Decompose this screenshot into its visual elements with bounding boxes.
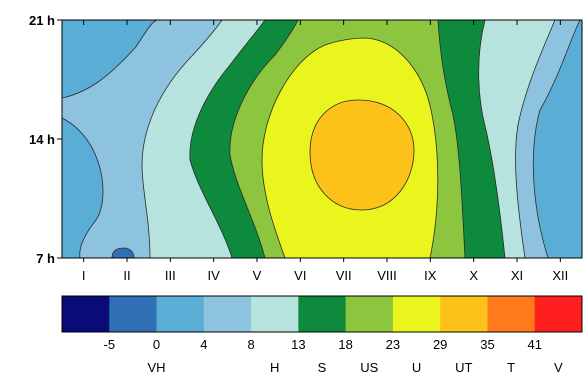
legend-category-label: T: [507, 360, 515, 372]
x-tick-label: II: [123, 268, 130, 283]
legend-category-label: V: [554, 360, 563, 372]
y-axis: 7 h 14 h 21 h: [29, 13, 62, 266]
x-tick-label: V: [253, 268, 262, 283]
legend-threshold-label: 8: [247, 337, 254, 352]
legend-swatch: [298, 296, 347, 332]
legend-threshold-label: 29: [433, 337, 447, 352]
legend-threshold-label: -5: [103, 337, 115, 352]
legend-swatch: [440, 296, 488, 332]
legend-category-label: US: [360, 360, 378, 372]
legend-category-label: H: [270, 360, 279, 372]
legend-swatch: [62, 296, 110, 332]
legend-swatch: [251, 296, 299, 332]
y-tick-label: 14 h: [29, 132, 55, 147]
legend-swatch: [534, 296, 583, 332]
contour-plot-area: [62, 20, 582, 258]
legend-swatch: [203, 296, 252, 332]
contour-band-minus5-0: [111, 247, 135, 258]
legend-category-label: VH: [148, 360, 166, 372]
x-tick-label: X: [469, 268, 478, 283]
legend-threshold-label: 35: [480, 337, 494, 352]
legend-swatch: [345, 296, 394, 332]
x-tick-label: XII: [552, 268, 568, 283]
legend-category-label: UT: [455, 360, 472, 372]
x-tick-label: IX: [424, 268, 437, 283]
y-tick-label: 21 h: [29, 13, 55, 28]
x-tick-label: I: [82, 268, 86, 283]
color-legend: -5048131823293541VHHSUSUUTTVVV: [61, 295, 583, 372]
y-tick-label: 7 h: [36, 251, 55, 266]
legend-threshold-label: 13: [291, 337, 305, 352]
legend-threshold-label: 18: [338, 337, 352, 352]
legend-swatch: [392, 296, 441, 332]
legend-frame: [61, 295, 583, 333]
contour-band-29-35: [309, 99, 415, 211]
x-tick-label: VIII: [377, 268, 397, 283]
x-tick-label: IV: [208, 268, 221, 283]
legend-swatch: [487, 296, 536, 332]
legend-swatch: [109, 296, 158, 332]
x-axis: I II III IV V VI VII VIII IX X XI XII: [82, 20, 568, 283]
legend-category-label: U: [412, 360, 421, 372]
x-tick-label: XI: [511, 268, 523, 283]
x-tick-label: III: [165, 268, 176, 283]
legend-threshold-label: 23: [386, 337, 400, 352]
x-tick-label: VII: [336, 268, 352, 283]
legend-threshold-label: 4: [200, 337, 207, 352]
legend-swatch: [156, 296, 205, 332]
x-tick-label: VI: [294, 268, 306, 283]
legend-threshold-label: 41: [527, 337, 541, 352]
legend-category-label: S: [318, 360, 327, 372]
legend-threshold-label: 0: [153, 337, 160, 352]
